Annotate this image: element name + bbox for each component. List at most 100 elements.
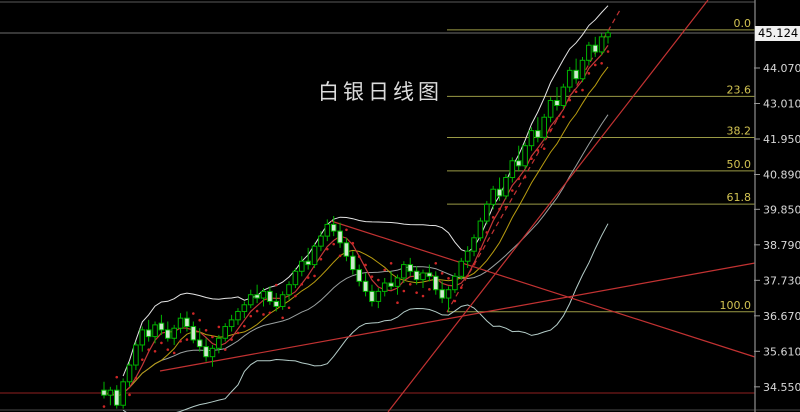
sar-dot [396, 301, 399, 305]
sar-dot [332, 242, 335, 246]
sar-dot [179, 339, 182, 343]
candle-body [426, 272, 433, 277]
candle-body [292, 270, 299, 286]
candle-body [133, 344, 139, 366]
sar-dot [351, 241, 355, 245]
candle-body [605, 32, 611, 38]
candle-body [305, 260, 311, 266]
sar-dot [128, 393, 131, 397]
sar-dot [306, 276, 310, 279]
candle-body [432, 275, 439, 291]
sar-dot [160, 341, 163, 345]
sar-dot [504, 205, 508, 209]
sar-dot [243, 324, 246, 328]
candle-body [554, 99, 560, 107]
sar-dot [166, 348, 170, 351]
sar-dot [440, 272, 444, 275]
bollinger-lower-band [122, 223, 609, 412]
sar-dot [249, 314, 253, 318]
candle-body [165, 329, 171, 339]
candle-body [388, 282, 394, 287]
sar-dot [364, 263, 367, 267]
bollinger-upper-band [122, 5, 609, 377]
chart-title: 白银日线图 [318, 80, 443, 104]
candle-body [171, 327, 177, 339]
sar-dot [383, 268, 387, 272]
candle-body [247, 294, 254, 306]
candle-body [337, 230, 343, 244]
sar-dot [415, 291, 418, 294]
candle-body [222, 326, 229, 339]
sar-dot [447, 277, 450, 280]
candle-body [126, 364, 133, 383]
sar-dot [268, 311, 272, 315]
candle-body [120, 381, 126, 406]
candle-body [209, 347, 216, 358]
sar-dot [274, 283, 278, 287]
candle-body [541, 116, 548, 138]
candle-body [592, 44, 599, 53]
sar-dot [517, 177, 520, 181]
sar-dot [389, 261, 393, 265]
candle-body [471, 237, 477, 252]
sar-dot [204, 328, 208, 332]
candle-body [235, 310, 241, 321]
sar-dot [134, 376, 138, 380]
candle-body [101, 389, 107, 396]
sar-dot [542, 147, 546, 150]
axis-label-37.730: 37.730 [763, 274, 800, 287]
sar-dot [428, 288, 431, 291]
candle-body [177, 317, 184, 329]
candle-body [350, 255, 356, 271]
axis-label-38.790: 38.790 [763, 239, 800, 252]
sar-dot [102, 405, 106, 408]
candle-body [439, 289, 445, 299]
candle-body [560, 86, 567, 107]
candle-body [496, 188, 503, 197]
trendline-2 [159, 262, 756, 372]
current-price-badge: 45.124 [755, 26, 800, 41]
sar-dot [147, 348, 150, 351]
candle-body [375, 290, 382, 302]
fib-label-23.6: 23.6 [727, 83, 752, 96]
sar-dot [153, 349, 157, 353]
candle-body [401, 264, 407, 279]
candle-body [241, 304, 248, 312]
candle-body [407, 264, 414, 272]
sar-dot [211, 335, 214, 339]
candle-body [113, 389, 120, 406]
candle-body [267, 290, 273, 302]
sar-dot [255, 309, 259, 313]
candle-body [330, 223, 337, 232]
sar-dot [230, 338, 233, 341]
trendline-1 [387, 0, 709, 412]
sar-dot [485, 231, 489, 234]
candle-body [311, 245, 318, 266]
fib-label-38.2: 38.2 [727, 125, 752, 138]
trendline-3 [330, 220, 756, 358]
candle-body [343, 242, 350, 257]
sar-dot [262, 313, 265, 316]
candle-body [362, 280, 369, 292]
sar-dot [459, 286, 463, 289]
sar-dot [536, 149, 540, 152]
candle-body [464, 250, 471, 262]
sar-dot [549, 128, 552, 132]
sar-dot [198, 318, 201, 322]
candle-body [184, 317, 190, 328]
sar-dot [185, 338, 189, 341]
sar-dot [140, 358, 144, 361]
sar-dot [300, 283, 304, 286]
sar-dot [402, 289, 406, 293]
sar-dot [326, 247, 329, 251]
candle-body [369, 290, 375, 302]
sar-dot [357, 255, 361, 258]
axis-label-39.850: 39.850 [763, 203, 800, 216]
sar-dot [574, 90, 578, 94]
candle-body [573, 69, 579, 80]
sar-dot [115, 375, 119, 379]
candle-body [286, 284, 292, 296]
sar-dot [581, 88, 584, 92]
